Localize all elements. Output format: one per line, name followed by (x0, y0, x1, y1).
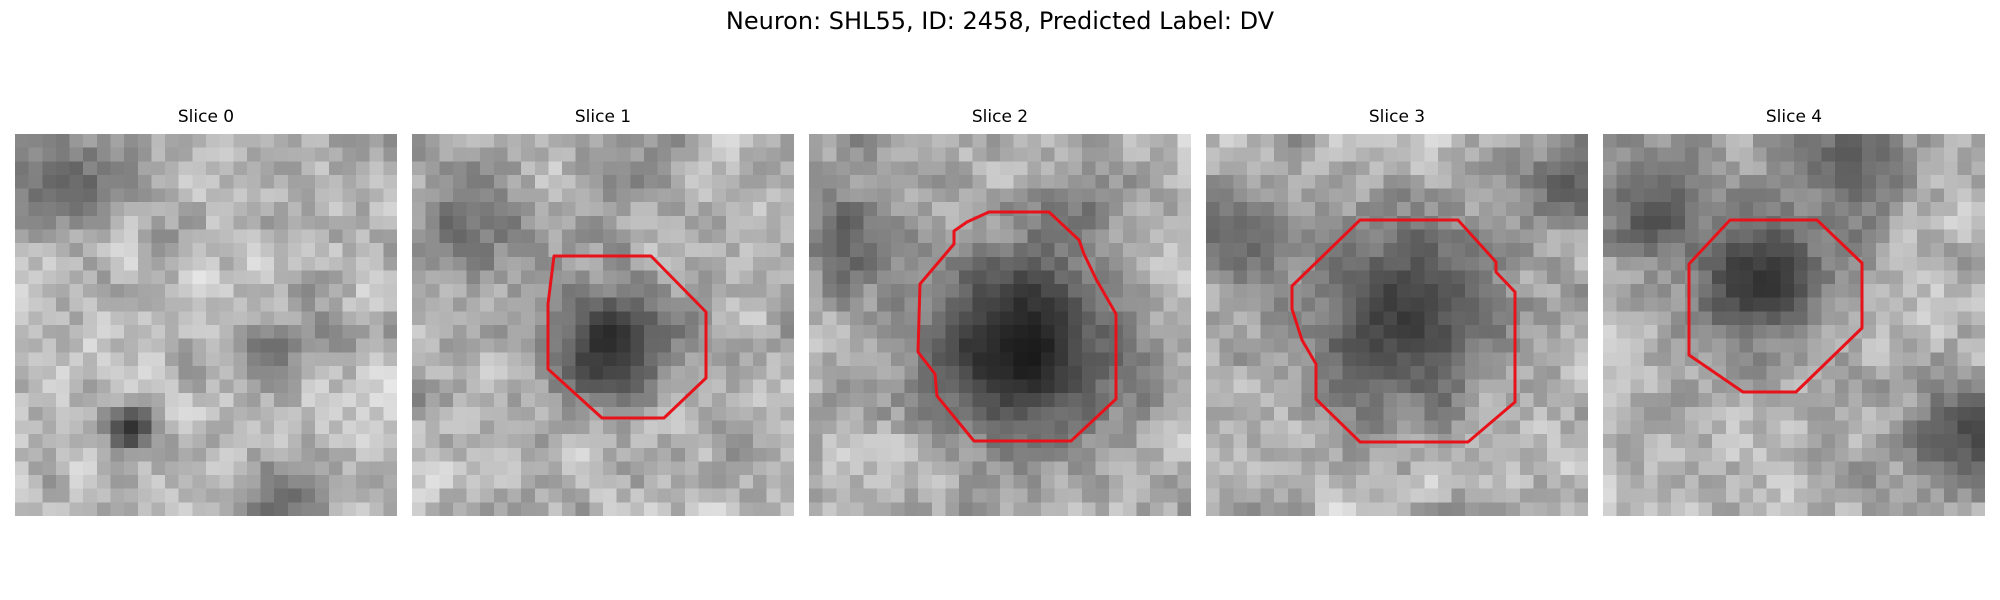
slice-2-title: Slice 2 (971, 107, 1029, 127)
slice-1-panel (412, 134, 794, 516)
slice-3-title: Slice 3 (1368, 107, 1426, 127)
slice-2-image (809, 134, 1191, 516)
figure-title: Neuron: SHL55, ID: 2458, Predicted Label… (725, 7, 1275, 35)
slice-0-panel (15, 134, 397, 516)
slice-0-title: Slice 0 (177, 107, 235, 127)
slice-2-roi-outline (916, 210, 1118, 443)
slice-3-roi-outline (1290, 218, 1517, 444)
slice-3-panel (1206, 134, 1588, 516)
slice-4-image (1603, 134, 1985, 516)
slice-4-roi-outline (1687, 218, 1864, 394)
slice-2-panel (809, 134, 1191, 516)
slice-1-roi-outline (546, 254, 708, 420)
slice-3-image (1206, 134, 1588, 516)
slice-4-panel (1603, 134, 1985, 516)
slice-4-title: Slice 4 (1765, 107, 1823, 127)
slice-1-title: Slice 1 (574, 107, 632, 127)
slice-0-image (15, 134, 397, 516)
slice-1-image (412, 134, 794, 516)
